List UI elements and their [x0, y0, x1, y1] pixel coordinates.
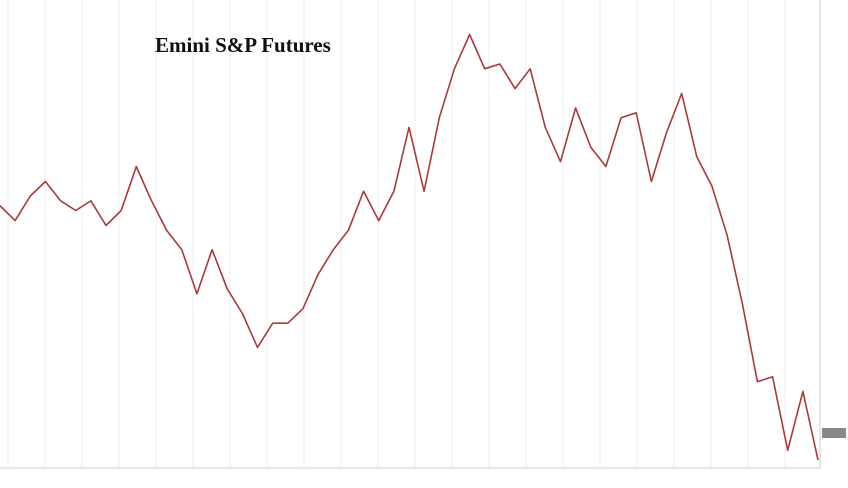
last-price-box: [822, 428, 846, 438]
chart-title: Emini S&P Futures: [155, 33, 331, 57]
price-line: [0, 33, 819, 461]
grid: [7, 0, 786, 468]
